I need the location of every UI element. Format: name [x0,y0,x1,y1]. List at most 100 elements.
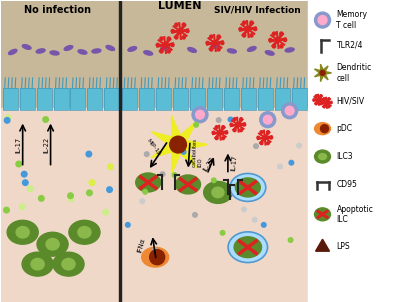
Bar [104,88,119,110]
Text: Apoptotic
ILC: Apoptotic ILC [336,205,373,224]
Circle shape [171,29,174,33]
Circle shape [43,117,48,122]
Circle shape [20,204,25,210]
Bar [70,88,86,110]
Polygon shape [8,49,17,55]
Circle shape [272,32,276,35]
Polygon shape [128,47,137,51]
Circle shape [144,152,149,156]
Circle shape [170,136,186,153]
Bar [20,88,35,110]
Circle shape [68,193,73,198]
Polygon shape [151,115,208,174]
Circle shape [315,103,317,105]
Bar [258,88,273,110]
Bar [308,1,399,302]
Circle shape [280,32,283,35]
Circle shape [318,16,327,24]
Circle shape [186,29,189,33]
Bar [241,88,256,110]
Bar [54,88,68,110]
Polygon shape [188,47,196,52]
Circle shape [263,115,272,124]
Circle shape [323,98,325,100]
Circle shape [222,137,224,140]
Circle shape [178,29,182,33]
Bar [70,88,86,110]
Bar [37,88,52,110]
Circle shape [28,186,33,191]
Bar [139,88,154,110]
Polygon shape [248,47,256,51]
Bar [173,88,188,110]
Text: catabolites
IDO: catabolites IDO [192,138,204,167]
Polygon shape [106,46,115,50]
Circle shape [4,117,10,123]
Bar [88,88,102,110]
Circle shape [212,178,216,183]
Bar [190,88,205,110]
Circle shape [68,196,74,201]
Circle shape [323,106,325,108]
Text: Dendritic
cell: Dendritic cell [336,63,372,82]
Text: IL-22: IL-22 [202,156,216,173]
Circle shape [263,136,267,140]
Text: SIV/HIV Infection: SIV/HIV Infection [214,6,301,14]
Circle shape [257,136,260,139]
Bar [88,88,102,110]
Circle shape [252,217,257,222]
Bar [122,88,137,110]
Polygon shape [64,46,73,50]
Text: Memory
T cell: Memory T cell [336,10,368,30]
Circle shape [143,189,148,194]
Circle shape [289,160,294,165]
Circle shape [89,180,95,185]
Circle shape [4,207,9,213]
Ellipse shape [176,175,200,194]
Polygon shape [314,64,332,82]
Polygon shape [210,44,219,48]
Circle shape [230,123,233,126]
Circle shape [266,131,269,133]
Circle shape [171,43,174,47]
Polygon shape [22,45,31,49]
Circle shape [160,172,165,176]
Circle shape [288,238,293,242]
Circle shape [284,38,287,42]
Circle shape [222,126,224,128]
Circle shape [250,34,253,37]
Bar [1,108,120,302]
Circle shape [212,131,215,134]
Circle shape [175,36,178,39]
Circle shape [270,136,272,139]
Bar [54,88,68,110]
Circle shape [328,98,330,100]
Circle shape [172,173,177,177]
Bar [119,1,121,302]
Ellipse shape [314,150,330,163]
Circle shape [320,103,322,105]
Ellipse shape [69,220,100,244]
Bar [190,88,205,110]
Circle shape [254,27,257,31]
Circle shape [225,131,228,134]
Ellipse shape [37,232,68,256]
Circle shape [320,95,322,97]
Circle shape [210,48,213,51]
Bar [1,1,120,108]
Polygon shape [144,51,153,55]
Circle shape [156,43,159,47]
Bar [241,88,256,110]
Circle shape [126,223,130,227]
Circle shape [317,98,320,101]
Bar [258,88,273,110]
Text: MIP-1β: MIP-1β [145,138,161,157]
Bar [104,88,119,110]
Circle shape [269,38,272,42]
Bar [207,88,222,110]
Polygon shape [265,51,274,55]
Circle shape [313,99,315,101]
Ellipse shape [204,182,232,203]
Circle shape [242,207,246,212]
Bar [275,88,290,110]
